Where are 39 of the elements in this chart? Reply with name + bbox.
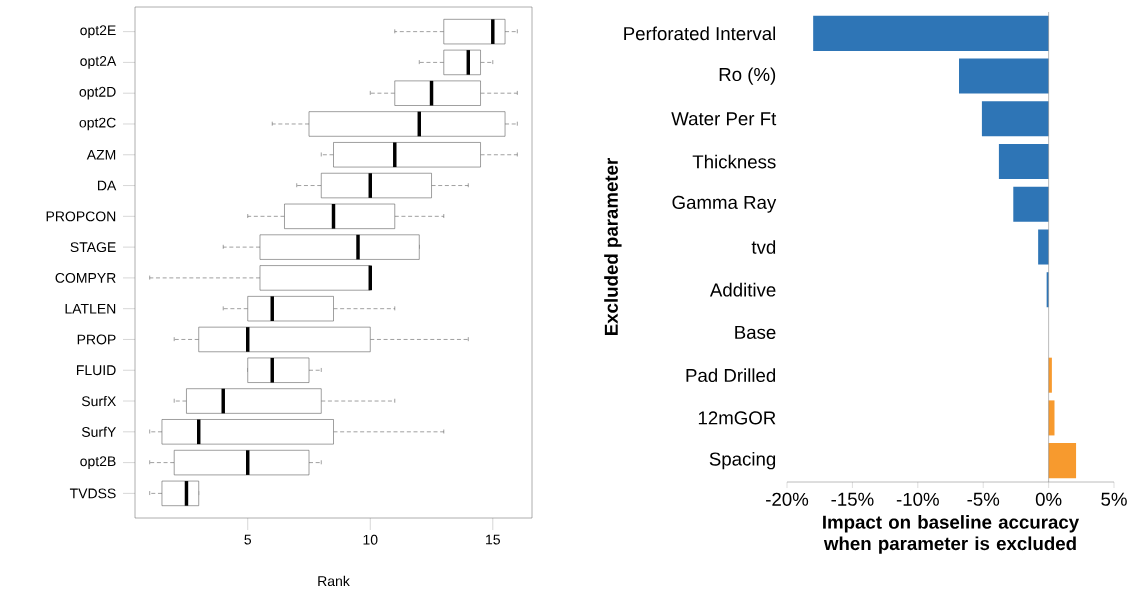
y-tick-label: LATLEN (65, 303, 116, 314)
x-axis-title: Rank (318, 575, 350, 587)
x-tick-label: 0% (1035, 492, 1062, 506)
y-tick-label: opt2D (79, 86, 116, 100)
y-tick-label: Additive (709, 282, 776, 297)
y-tick-label: COMPYR (55, 272, 116, 283)
y-tick-label: AZM (86, 149, 116, 160)
y-tick-label: Gamma Ray (672, 195, 777, 213)
y-tick-label: Spacing (709, 451, 776, 470)
x-tick-label: 10 (363, 534, 378, 545)
x-tick-label: -10% (896, 492, 939, 506)
x-tick-label: 5 (244, 534, 252, 545)
x-tick-label: 5% (1101, 492, 1127, 506)
y-tick-label: Perforated Interval (624, 26, 776, 41)
y-tick-label: opt2B (80, 456, 116, 469)
y-tick-label: tvd (751, 240, 776, 254)
y-tick-label: SurfY (81, 426, 116, 437)
y-tick-label: Thickness (692, 154, 776, 169)
y-tick-label: DA (97, 180, 117, 191)
y-tick-label: Water Per Ft (671, 112, 777, 126)
y-tick-label: Base (735, 325, 776, 339)
y-tick-label: FLUID (76, 365, 116, 376)
y-tick-label: STAGE (70, 242, 116, 253)
y-tick-label: TVDSS (69, 488, 116, 499)
y-tick-label: 12mGOR (698, 411, 776, 425)
y-tick-label: opt2A (80, 56, 117, 69)
x-axis-title: Impact on baseline accuracy when parameter is excluded (823, 515, 1080, 554)
x-tick-label: 15 (486, 534, 500, 545)
y-tick-label: opt2C (79, 117, 116, 131)
y-tick-label: SurfX (81, 395, 116, 407)
y-tick-label: Pad Drilled (686, 368, 776, 383)
y-axis-title: Excluded parameter (604, 158, 622, 335)
y-tick-label: PROPCON (46, 211, 116, 222)
y-tick-label: PROP (77, 334, 116, 345)
y-tick-label: opt2E (80, 25, 116, 38)
x-tick-label: -20% (766, 492, 809, 506)
x-tick-label: -15% (831, 492, 874, 506)
y-tick-label: Ro (%) (719, 67, 776, 85)
x-tick-label: -5% (967, 492, 1000, 506)
